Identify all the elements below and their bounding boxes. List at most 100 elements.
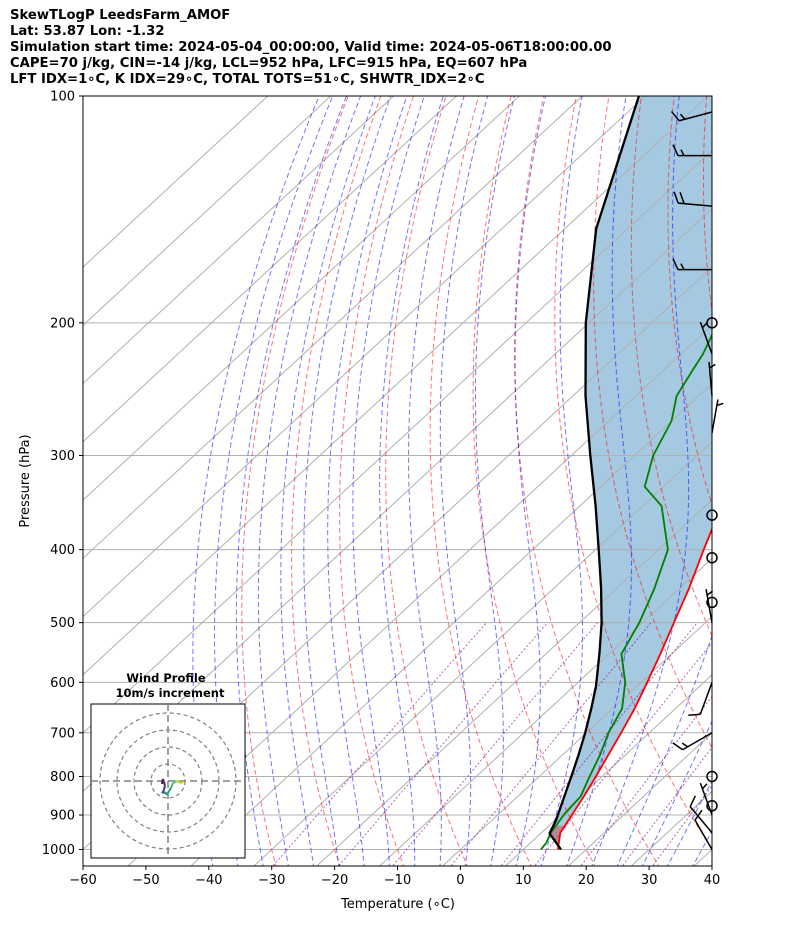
dry-adiabat <box>291 96 382 866</box>
x-tick-label: 30 <box>641 873 658 888</box>
moist-adiabat <box>591 96 690 866</box>
x-tick-label: 0 <box>456 873 464 888</box>
wind-barb-flag <box>673 191 679 204</box>
calm-wind-circle <box>706 509 718 521</box>
calm-wind-circle <box>706 551 718 564</box>
x-tick-label: 20 <box>578 873 595 888</box>
isotherm-line <box>504 674 712 866</box>
y-axis-label: Pressure (hPa) <box>18 434 33 527</box>
wind-barb <box>689 795 713 834</box>
mixing-ratio-line <box>500 622 698 866</box>
y-tick-label: 800 <box>50 770 75 785</box>
wind-barb-flag <box>672 742 683 751</box>
moist-adiabat <box>327 96 408 866</box>
dry-adiabat <box>429 96 532 866</box>
wind-barb-half <box>701 322 708 329</box>
plot-area <box>83 76 794 869</box>
wind-barb-half <box>680 149 685 156</box>
hodograph-trace <box>161 791 166 794</box>
dry-adiabat <box>667 96 712 507</box>
y-tick-label: 500 <box>50 616 75 631</box>
wind-barb-half <box>706 590 713 596</box>
wind-barb <box>673 191 713 207</box>
isotherm-line <box>83 149 712 734</box>
moist-adiabat <box>616 634 712 866</box>
y-tick-label: 200 <box>50 316 75 331</box>
wind-barb-staff <box>699 682 713 715</box>
x-axis-label: Temperature (∘C) <box>340 897 455 912</box>
hodograph-subtitle: 10m/s increment <box>116 686 225 700</box>
dry-adiabat <box>385 96 469 866</box>
hodograph-trace <box>166 790 170 796</box>
wind-barb-staff <box>689 806 713 834</box>
calm-wind-circle <box>706 596 718 609</box>
wind-barb-half <box>709 363 716 369</box>
wind-barb <box>672 732 713 751</box>
x-tick-label: 40 <box>704 873 721 888</box>
x-tick-label: −20 <box>321 873 348 888</box>
moist-adiabat <box>379 96 444 866</box>
calm-wind-circle <box>706 317 718 329</box>
dry-adiabat <box>339 96 414 866</box>
moist-adiabat <box>214 96 334 866</box>
title-line-location: Lat: 53.87 Lon: -1.32 <box>10 24 165 39</box>
hodograph-trace <box>162 778 166 786</box>
wind-barb-staff <box>694 819 713 850</box>
chart-title-block: SkewTLogP LeedsFarm_AMOF Lat: 53.87 Lon:… <box>10 8 612 88</box>
moist-adiabat <box>717 76 794 869</box>
hodograph-inset: Wind Profile 10m/s increment <box>90 671 246 859</box>
wind-barb-half <box>701 783 708 790</box>
wind-barb-flag <box>670 110 680 122</box>
moist-adiabat <box>257 96 362 866</box>
dewpoint-profile <box>540 333 712 851</box>
isotherm-line <box>567 732 712 866</box>
cin-shading <box>549 825 565 850</box>
isotherm-line <box>83 96 332 327</box>
calm-wind-circle <box>706 770 718 783</box>
isotherm-line <box>441 615 712 866</box>
wind-barb <box>672 258 712 271</box>
moist-adiabat <box>303 96 392 866</box>
parcel-profile <box>548 96 640 851</box>
y-tick-label: 900 <box>50 809 75 824</box>
dry-adiabat <box>738 79 794 868</box>
x-tick-label: −50 <box>132 873 159 888</box>
wind-barb-flag <box>672 144 679 156</box>
moist-adiabat <box>352 96 425 866</box>
wind-barb <box>672 144 712 157</box>
dry-adiabat <box>593 96 712 749</box>
isotherm-line <box>83 96 709 676</box>
axes: −60 −50 −40 −30 −20 −10 0 10 20 30 40 1000 900 800 700… <box>42 90 720 889</box>
isotherm-line <box>127 324 712 866</box>
isotherm-line <box>83 96 646 618</box>
calm-wind-circle <box>706 800 718 812</box>
hodograph-trace <box>168 787 172 792</box>
moist-adiabat <box>439 96 489 866</box>
title-line-station: SkewTLogP LeedsFarm_AMOF <box>10 8 231 23</box>
x-tick-label: −30 <box>258 873 285 888</box>
isotherm-line <box>83 96 395 385</box>
isotherm-line <box>83 96 521 501</box>
wind-barbs <box>670 110 724 850</box>
wind-barb-flag <box>679 192 685 204</box>
x-tick-label: 10 <box>515 873 532 888</box>
wind-barb <box>699 321 713 355</box>
mixing-ratio-line <box>392 622 598 866</box>
wind-barb-staff <box>711 399 719 434</box>
title-line-times: Simulation start time: 2024-05-04_00:00:… <box>10 40 612 55</box>
isotherm-line <box>83 96 458 443</box>
temperature-profile <box>557 526 712 850</box>
wind-barb <box>670 110 713 122</box>
dry-adiabat <box>772 79 794 868</box>
wind-barb-half <box>681 742 689 748</box>
dry-adiabat <box>554 96 712 851</box>
mixing-ratio-line <box>450 622 652 866</box>
moist-adiabat <box>514 96 547 866</box>
isotherm-line <box>83 96 584 559</box>
mixing-ratio-line <box>272 622 487 866</box>
hodograph-trace <box>170 782 174 789</box>
x-tick-label: −40 <box>195 873 222 888</box>
y-tick-label: 600 <box>50 676 75 691</box>
moist-adiabat <box>280 96 376 866</box>
